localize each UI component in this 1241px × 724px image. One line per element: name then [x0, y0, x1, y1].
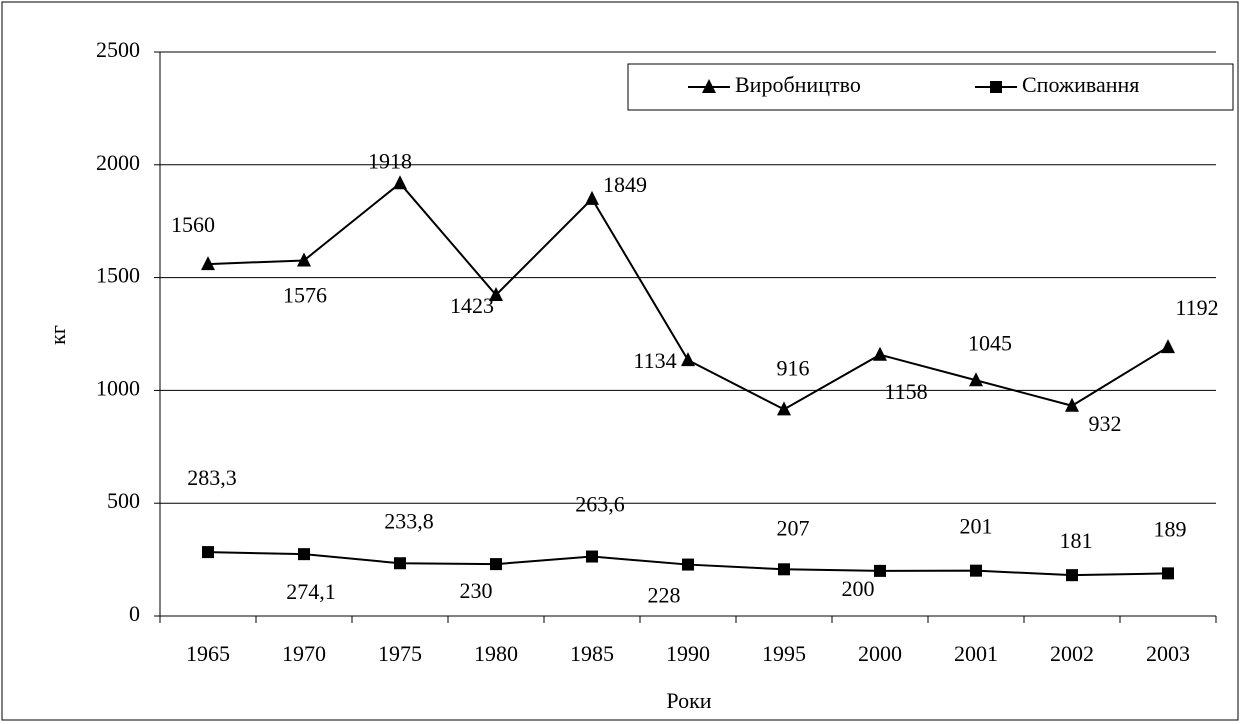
y-tick-label: 500	[107, 488, 140, 513]
marker	[702, 79, 716, 93]
marker	[490, 558, 502, 571]
data-label: 228	[648, 583, 681, 608]
data-label: 201	[960, 514, 993, 539]
marker	[681, 352, 695, 367]
data-label: 200	[842, 576, 875, 601]
y-axis-label: кг	[45, 325, 70, 345]
y-tick-label: 2000	[96, 150, 140, 175]
marker	[777, 401, 791, 416]
y-tick-label: 0	[129, 601, 140, 626]
legend-label: Споживання	[1022, 72, 1139, 97]
x-tick-label: 2003	[1146, 641, 1190, 666]
y-tick-label: 1000	[96, 375, 140, 400]
data-label: 283,3	[187, 465, 237, 490]
data-label: 230	[460, 578, 493, 603]
data-label: 1423	[450, 293, 494, 318]
marker	[393, 175, 407, 190]
marker	[298, 548, 310, 561]
marker	[1066, 569, 1078, 582]
marker	[202, 546, 214, 559]
x-tick-label: 2000	[858, 641, 902, 666]
data-label: 1192	[1175, 295, 1218, 320]
data-label: 274,1	[286, 579, 336, 604]
marker	[1065, 397, 1079, 412]
marker	[585, 190, 599, 205]
x-tick-label: 1995	[762, 641, 806, 666]
marker	[394, 557, 406, 570]
x-tick-label: 1985	[570, 641, 614, 666]
marker	[586, 550, 598, 563]
data-label: 263,6	[575, 492, 625, 517]
y-tick-label: 2500	[96, 37, 140, 62]
marker	[489, 286, 503, 301]
data-label: 1158	[884, 379, 927, 404]
x-tick-label: 2002	[1050, 641, 1094, 666]
marker	[682, 558, 694, 571]
data-label: 1576	[283, 283, 327, 308]
marker	[874, 564, 886, 577]
x-tick-label: 1980	[474, 641, 518, 666]
marker	[970, 564, 982, 577]
marker	[297, 252, 311, 267]
data-label: 932	[1089, 411, 1122, 436]
data-label: 1918	[368, 148, 412, 173]
data-label: 207	[777, 515, 810, 540]
data-label: 916	[777, 355, 810, 380]
marker	[1161, 339, 1175, 354]
data-label: 233,8	[384, 508, 434, 533]
y-tick-label: 1500	[96, 263, 140, 288]
data-label: 189	[1154, 516, 1187, 541]
x-tick-label: 2001	[954, 641, 998, 666]
x-tick-label: 1990	[666, 641, 710, 666]
marker	[990, 81, 1002, 93]
marker	[778, 563, 790, 576]
x-tick-label: 1965	[186, 641, 230, 666]
marker	[201, 256, 215, 271]
data-label: 1134	[633, 348, 676, 373]
data-label: 181	[1060, 528, 1093, 553]
marker	[873, 346, 887, 361]
x-tick-label: 1975	[378, 641, 422, 666]
marker	[969, 372, 983, 387]
marker	[1162, 567, 1174, 580]
x-axis-label: Роки	[666, 688, 711, 713]
data-label: 1560	[171, 212, 215, 237]
data-label: 1045	[968, 330, 1012, 355]
data-label: 1849	[603, 172, 647, 197]
x-tick-label: 1970	[282, 641, 326, 666]
legend-label: Виробництво	[735, 72, 861, 97]
